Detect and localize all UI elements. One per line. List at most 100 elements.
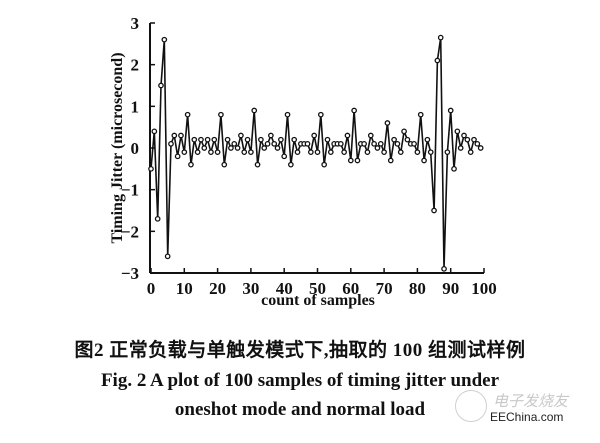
- data-point-marker: [254, 161, 261, 168]
- data-point-marker: [397, 149, 404, 156]
- x-tick-label: 100: [471, 279, 497, 298]
- data-point-marker: [281, 153, 288, 160]
- data-point-marker: [434, 57, 441, 64]
- watermark-text: EEChina.com: [490, 410, 564, 424]
- y-tick-label: −1: [121, 181, 139, 200]
- jitter-line: [150, 36, 482, 270]
- data-point-marker: [261, 145, 268, 151]
- data-point-marker: [391, 136, 397, 143]
- x-tick-label: 20: [209, 279, 226, 298]
- x-tick-label: 50: [309, 279, 326, 298]
- data-point-marker: [431, 207, 437, 214]
- data-point-marker: [234, 145, 241, 151]
- data-point-marker: [421, 157, 427, 164]
- data-point-marker: [364, 149, 371, 156]
- data-point-marker: [198, 136, 204, 143]
- data-point-marker: [441, 265, 447, 272]
- data-point-marker: [271, 140, 278, 147]
- data-point-marker: [268, 132, 274, 139]
- data-point-marker: [477, 145, 484, 151]
- data-point-marker: [284, 111, 291, 118]
- data-point-marker: [404, 136, 411, 143]
- data-point-marker: [264, 140, 271, 147]
- watermark-chinese: 电子发烧友: [493, 392, 569, 410]
- data-point-marker: [291, 136, 298, 143]
- data-point-marker: [184, 111, 191, 118]
- data-point-marker: [171, 132, 178, 139]
- data-point-marker: [471, 136, 477, 143]
- data-point-marker: [371, 140, 377, 147]
- data-point-marker: [367, 132, 374, 139]
- data-point-marker: [437, 34, 444, 41]
- data-point-marker: [274, 145, 281, 151]
- data-point-marker: [457, 145, 464, 151]
- data-point-marker: [151, 128, 158, 135]
- data-point-marker: [191, 136, 198, 143]
- data-point-marker: [278, 136, 284, 143]
- data-point-marker: [361, 140, 367, 147]
- data-point-marker: [168, 140, 174, 147]
- figure-caption-english-line1: Fig. 2 A plot of 100 samples of timing j…: [100, 370, 500, 391]
- data-point-marker: [374, 145, 381, 151]
- data-point-marker: [154, 215, 161, 222]
- data-point-marker: [221, 161, 228, 168]
- data-point-marker: [294, 149, 301, 156]
- x-tick-label: 10: [176, 279, 193, 298]
- x-tick-label: 30: [242, 279, 259, 298]
- data-point-marker: [461, 132, 467, 139]
- x-tick-label: 0: [147, 279, 156, 298]
- data-point-marker: [238, 132, 244, 139]
- data-point-marker: [401, 128, 407, 135]
- data-point-marker: [228, 145, 234, 151]
- x-tick-label: 80: [409, 279, 426, 298]
- data-point-marker: [414, 149, 421, 156]
- data-point-marker: [248, 149, 254, 156]
- data-point-marker: [327, 149, 334, 156]
- data-point-marker: [231, 140, 238, 147]
- data-point-marker: [337, 140, 344, 147]
- data-point-marker: [251, 107, 258, 114]
- figure-caption-chinese: 图2 正常负载与单触发模式下,抽取的 100 组测试样例: [74, 340, 526, 361]
- data-point-marker: [467, 149, 474, 156]
- data-point-marker: [148, 165, 154, 172]
- data-point-marker: [384, 120, 391, 126]
- data-point-marker: [344, 132, 351, 139]
- data-point-marker: [214, 149, 221, 156]
- data-point-marker: [454, 128, 461, 135]
- data-point-marker: [474, 140, 481, 147]
- data-point-marker: [178, 132, 184, 139]
- data-point-marker: [164, 253, 171, 260]
- data-point-marker: [447, 107, 454, 114]
- x-axis-title: count of samples: [261, 292, 375, 309]
- data-point-marker: [244, 136, 251, 143]
- data-point-marker: [314, 149, 321, 156]
- y-tick-label: 0: [131, 139, 140, 158]
- figure-caption-english-line2: oneshot mode and normal load: [174, 399, 426, 420]
- y-axis-title: Timing Jitter (microsecond): [109, 52, 126, 243]
- data-point-marker: [188, 161, 194, 168]
- data-point-marker: [387, 157, 394, 164]
- data-point-marker: [258, 136, 264, 143]
- data-point-marker: [241, 149, 248, 156]
- data-point-marker: [174, 153, 181, 160]
- data-point-marker: [181, 149, 188, 156]
- data-point-marker: [451, 165, 457, 172]
- data-point-marker: [377, 140, 384, 147]
- data-point-marker: [424, 136, 431, 143]
- x-tick-label: 70: [376, 279, 393, 298]
- data-point-marker: [201, 145, 208, 151]
- data-point-marker: [317, 111, 324, 118]
- data-point-marker: [464, 136, 471, 143]
- x-tick-label: 60: [342, 279, 359, 298]
- data-point-marker: [324, 136, 331, 143]
- data-point-marker: [211, 136, 218, 143]
- data-point-marker: [161, 36, 168, 43]
- x-tick-label: 90: [442, 279, 459, 298]
- y-tick-label: −2: [121, 222, 139, 241]
- data-point-marker: [204, 136, 211, 143]
- data-point-marker: [311, 132, 318, 139]
- data-point-marker: [307, 149, 314, 156]
- data-point-marker: [288, 161, 294, 168]
- data-point-marker: [158, 82, 164, 89]
